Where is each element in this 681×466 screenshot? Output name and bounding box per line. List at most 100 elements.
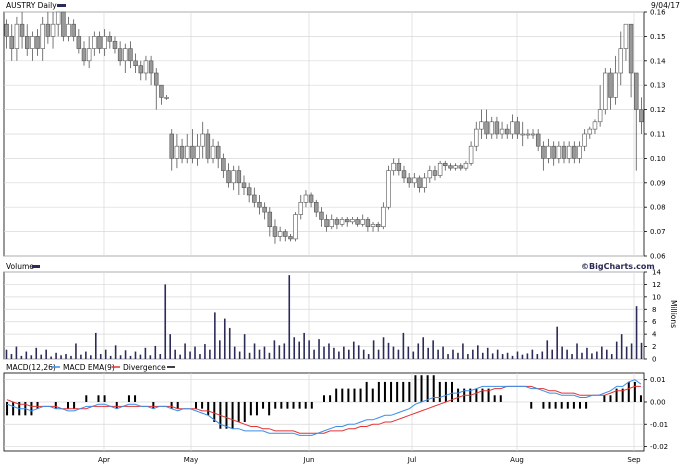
candle-body-up bbox=[195, 145, 200, 159]
x-tick-label: May bbox=[184, 456, 198, 464]
price-candle bbox=[308, 192, 314, 208]
price-candle bbox=[252, 187, 257, 208]
candle-body-down bbox=[81, 48, 87, 62]
volume-tick-label: 12 bbox=[652, 281, 661, 289]
price-candle bbox=[148, 55, 154, 86]
price-candle bbox=[375, 221, 381, 232]
price-candle bbox=[92, 31, 97, 56]
candle-body-up bbox=[200, 133, 205, 147]
price-candle bbox=[210, 138, 216, 164]
price-candle bbox=[66, 16, 71, 42]
candle-body-down bbox=[257, 202, 262, 208]
candle-body-down bbox=[448, 165, 453, 169]
candle-body-down bbox=[628, 23, 634, 74]
candle-body-down bbox=[215, 145, 221, 159]
price-candle bbox=[546, 138, 551, 164]
candle-body-down bbox=[71, 23, 76, 37]
price-candle bbox=[458, 163, 464, 171]
price-candle bbox=[468, 141, 474, 166]
candle-body-up bbox=[381, 206, 386, 228]
price-candle bbox=[628, 23, 634, 98]
price-y-axis: 0.16 0.15 0.14 0.13 0.12 0.11 0.10 0.09 0.08 0.07… bbox=[644, 9, 666, 261]
price-candle bbox=[499, 121, 505, 139]
price-candle bbox=[159, 84, 164, 105]
price-candle bbox=[391, 158, 396, 176]
price-candle bbox=[55, 11, 61, 37]
candle-body-up bbox=[350, 219, 355, 223]
price-candle bbox=[102, 29, 107, 56]
candle-body-down bbox=[401, 170, 407, 179]
price-candle bbox=[577, 141, 582, 164]
price-legend-swatch bbox=[57, 4, 66, 7]
candle-body-up bbox=[55, 11, 61, 25]
candle-body-up bbox=[437, 162, 443, 176]
price-candle bbox=[50, 12, 56, 49]
candle-body-down bbox=[252, 194, 257, 203]
price-candle bbox=[272, 219, 278, 244]
candle-body-up bbox=[14, 23, 20, 49]
price-tick-label: 0.11 bbox=[650, 131, 666, 139]
price-candle bbox=[205, 129, 211, 164]
price-candle bbox=[19, 12, 25, 49]
candle-body-up bbox=[293, 214, 298, 240]
price-candle bbox=[623, 23, 629, 61]
price-tick-label: 0.14 bbox=[650, 57, 666, 65]
price-candle bbox=[412, 173, 417, 188]
price-candle bbox=[303, 190, 309, 208]
candle-body-up bbox=[577, 145, 582, 159]
volume-legend-swatch bbox=[32, 265, 40, 268]
price-candle bbox=[350, 216, 355, 225]
candle-body-up bbox=[391, 162, 396, 171]
candle-body-down bbox=[396, 162, 402, 171]
candle-body-up bbox=[499, 128, 505, 135]
candle-body-up bbox=[489, 121, 494, 135]
price-candle bbox=[556, 141, 562, 164]
x-tick-label: Sep bbox=[627, 456, 641, 464]
macd-tick-label: -0.02 bbox=[650, 443, 668, 451]
candle-body-up bbox=[370, 223, 376, 228]
price-candle bbox=[406, 173, 412, 188]
candle-body-down bbox=[19, 23, 25, 37]
candle-body-down bbox=[288, 236, 293, 240]
candle-body-up bbox=[174, 145, 180, 159]
candle-body-down bbox=[4, 23, 9, 37]
price-candle bbox=[117, 41, 123, 66]
candle-body-down bbox=[314, 202, 319, 213]
price-candle bbox=[396, 158, 402, 176]
candle-body-up bbox=[386, 170, 391, 208]
candle-body-up bbox=[613, 72, 618, 98]
candle-body-up bbox=[546, 145, 551, 159]
candle-body-down bbox=[154, 72, 159, 86]
price-candle bbox=[236, 165, 242, 195]
candle-body-down bbox=[190, 145, 195, 159]
price-tick-label: 0.12 bbox=[650, 106, 666, 114]
candle-body-down bbox=[535, 133, 541, 147]
price-candle bbox=[355, 216, 360, 227]
price-candle bbox=[298, 195, 304, 220]
price-candle bbox=[9, 24, 14, 61]
candle-body-down bbox=[344, 219, 350, 223]
macd-tick-label: 0.01 bbox=[650, 376, 666, 384]
price-candle bbox=[257, 195, 262, 215]
candle-body-down bbox=[283, 231, 288, 237]
candle-body-down bbox=[262, 206, 267, 213]
price-candle bbox=[370, 221, 376, 232]
price-candle bbox=[603, 68, 608, 115]
candle-body-down bbox=[169, 133, 174, 159]
price-candle bbox=[241, 175, 247, 195]
price-candle bbox=[283, 229, 288, 242]
price-date-label: 9/04/17 bbox=[651, 1, 680, 10]
price-tick-label: 0.16 bbox=[650, 9, 666, 17]
candle-body-down bbox=[179, 145, 185, 159]
price-candle bbox=[479, 109, 484, 139]
candle-body-up bbox=[618, 48, 624, 74]
price-candle bbox=[339, 216, 345, 227]
price-candle bbox=[184, 134, 190, 164]
price-candle bbox=[520, 121, 525, 147]
price-candle bbox=[561, 141, 567, 164]
price-candle bbox=[618, 31, 624, 86]
candle-body-up bbox=[339, 219, 345, 225]
candle-body-up bbox=[525, 133, 531, 136]
price-candle bbox=[448, 163, 453, 171]
